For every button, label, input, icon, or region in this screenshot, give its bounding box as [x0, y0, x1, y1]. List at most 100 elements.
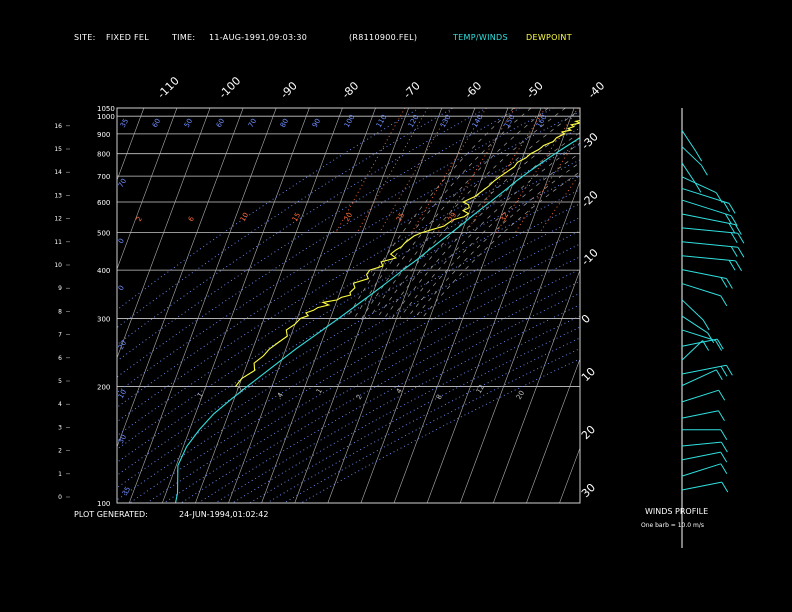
- adiabat-label: 140: [471, 113, 485, 129]
- isotherm-line: [459, 180, 580, 503]
- wind-barb-staff: [681, 176, 717, 194]
- wind-barb-flag: [720, 295, 728, 307]
- dry-adiabat-line: [117, 203, 580, 476]
- pressure-tick-label: 1000: [97, 113, 115, 121]
- adiabat-left-label: 0: [117, 284, 126, 292]
- wind-barb-staff: [681, 389, 719, 403]
- temp-tick-right-label: 10: [579, 365, 598, 384]
- height-tick-label: 3: [58, 424, 62, 431]
- wind-barb-staff: [681, 315, 708, 334]
- wind-barb-flag: [725, 278, 733, 289]
- dry-adiabat-line: [117, 127, 580, 408]
- wind-barb-flag: [725, 364, 733, 376]
- wind-barb-staff: [681, 329, 716, 342]
- adiabat-left-label: 10: [117, 388, 128, 400]
- temperature-line: [174, 137, 580, 503]
- height-tick-label: 5: [58, 378, 62, 385]
- header-file: (R8110900.FEL): [349, 33, 418, 42]
- mixing-ratio-line: [539, 172, 580, 233]
- adiabat-left-label: 30: [117, 433, 128, 445]
- wind-barb-flag: [720, 365, 728, 377]
- height-tick-label: 11: [54, 239, 62, 246]
- wind-barb-flag: [695, 150, 703, 162]
- dry-adiabat-line: [249, 326, 580, 503]
- height-tick-label: 0: [58, 494, 62, 501]
- moist-adiabat-line: [376, 109, 580, 319]
- mixing-ratio-label: .1: [195, 391, 205, 401]
- adiabat-left-label: 70: [117, 177, 128, 189]
- height-tick-label: 14: [54, 169, 62, 176]
- wind-barb-flag: [730, 215, 738, 226]
- upper-red-label: 20: [343, 211, 354, 223]
- isotherm-line: [393, 108, 542, 503]
- isotherm-line: [0, 108, 45, 503]
- dry-adiabat-line: [129, 243, 580, 503]
- dry-adiabat-line: [117, 108, 454, 329]
- wind-barb-flag: [718, 389, 726, 401]
- wind-barb-staff: [681, 213, 736, 226]
- pressure-tick-label: 300: [97, 315, 110, 323]
- upper-red-label: 29: [447, 211, 458, 223]
- temp-tick-top-label: -60: [462, 79, 484, 101]
- height-tick-label: 6: [58, 355, 62, 362]
- wind-barb-flag: [721, 481, 729, 493]
- temp-tick-right-label: -30: [579, 130, 601, 152]
- temp-tick-top-label: -50: [524, 79, 546, 101]
- wind-barb-flag: [728, 203, 736, 214]
- isotherm-line: [526, 358, 580, 503]
- moist-adiabat-line: [346, 108, 515, 319]
- wind-barb-flag: [694, 182, 702, 193]
- dry-adiabat-line: [117, 108, 487, 346]
- temp-tick-top-label: -80: [339, 79, 361, 101]
- isotherm-line: [360, 108, 509, 503]
- wind-barb-staff: [681, 340, 703, 361]
- dry-adiabat-line: [117, 189, 580, 463]
- plot-generated-value: 24-JUN-1994,01:02:42: [179, 510, 269, 519]
- mixing-ratio-line: [356, 108, 428, 233]
- mixing-ratio-label: 20: [515, 389, 526, 401]
- height-tick-label: 15: [54, 146, 62, 153]
- wind-barb-staff: [681, 463, 721, 477]
- dewpoint-line: [234, 117, 580, 387]
- upper-red-label: 15: [291, 211, 302, 223]
- wind-barb-flag: [737, 246, 745, 258]
- upper-red-label: 32: [499, 211, 510, 223]
- mixing-ratio-label: 2: [355, 393, 364, 401]
- wind-barb-flag: [720, 463, 728, 475]
- adiabat-left-label: 35: [121, 485, 132, 497]
- isotherm-line: [117, 108, 244, 448]
- legend-dewpoint-label: DEWPOINT: [526, 33, 572, 42]
- wind-barb-flag: [718, 410, 725, 422]
- header-site-value: FIXED FEL: [106, 33, 150, 42]
- wind-barb-staff: [681, 299, 704, 321]
- pressure-tick-label: 200: [97, 384, 110, 392]
- wind-barb-flag: [715, 340, 723, 351]
- moist-adiabat-line: [384, 121, 580, 319]
- wind-barb-staff: [681, 146, 702, 166]
- adiabat-left-label: 0: [117, 237, 126, 245]
- adiabat-label: 60: [215, 117, 226, 129]
- wind-barb-flag: [707, 332, 715, 344]
- header-time-value: 11-AUG-1991,09:03:30: [209, 33, 308, 42]
- isotherm-line: [128, 108, 277, 503]
- height-tick-label: 9: [58, 285, 62, 292]
- wind-barb-flag: [734, 224, 742, 235]
- mixing-ratio-label: 8: [435, 393, 444, 401]
- height-tick-label: 4: [58, 401, 62, 408]
- wind-barb-flag: [728, 223, 736, 234]
- upper-red-label: 6: [187, 215, 196, 223]
- isotherm-line: [0, 108, 11, 503]
- dry-adiabat-line: [117, 159, 580, 437]
- mixing-ratio-line: [411, 108, 487, 233]
- dry-adiabat-line: [266, 337, 580, 503]
- mixing-ratio-line: [465, 108, 546, 233]
- dry-adiabat-line: [117, 108, 554, 378]
- isotherm-line: [195, 108, 343, 503]
- adiabat-label: 60: [151, 117, 162, 129]
- height-tick-label: 12: [54, 216, 62, 223]
- temp-tick-top-label: -90: [278, 79, 300, 101]
- pressure-tick-label: 400: [97, 267, 110, 275]
- dry-adiabat-line: [283, 348, 580, 503]
- isotherm-line: [117, 108, 178, 270]
- isotherm-line: [327, 108, 476, 503]
